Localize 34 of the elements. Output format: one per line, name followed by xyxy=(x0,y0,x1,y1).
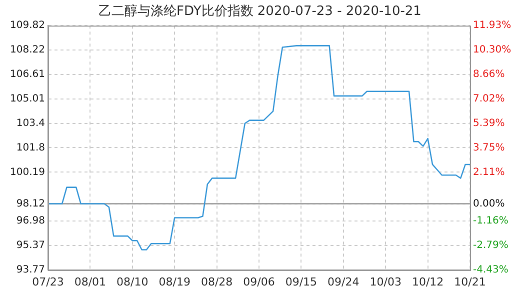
x-tick-label: 07/23 xyxy=(32,275,64,288)
y-tick-label: 108.22 xyxy=(10,44,45,56)
x-tick-label: 08/28 xyxy=(200,275,233,288)
y-tick-label: 106.61 xyxy=(10,69,45,80)
y-tick-label: 95.37 xyxy=(16,240,45,252)
y-tick-label: 100.19 xyxy=(10,166,45,178)
y2-tick-label: 11.93% xyxy=(473,20,512,32)
x-tick-label: 09/15 xyxy=(285,275,318,288)
y-tick-label: 109.82 xyxy=(10,20,45,32)
y2-tick-label: -1.16% xyxy=(473,216,508,227)
y2-tick-label: 10.30% xyxy=(473,44,512,56)
x-tick-label: 08/01 xyxy=(74,275,106,288)
y2-tick-label: 5.39% xyxy=(473,118,505,129)
y2-tick-label: 8.66% xyxy=(473,69,505,80)
x-tick-label: 10/03 xyxy=(370,275,402,288)
y-tick-label: 96.98 xyxy=(16,216,45,227)
y-tick-label: 98.12 xyxy=(16,198,45,210)
x-tick-label: 10/12 xyxy=(412,275,444,288)
x-tick-label: 10/21 xyxy=(454,275,486,288)
x-tick-label: 08/19 xyxy=(158,275,190,288)
y2-tick-label: 7.02% xyxy=(473,94,505,105)
y-tick-label: 101.8 xyxy=(16,142,45,154)
chart-title: 乙二醇与涤纶FDY比价指数 2020-07-23 - 2020-10-21 xyxy=(98,4,422,20)
y2-tick-label: -4.43% xyxy=(473,264,508,276)
y2-tick-label: -2.79% xyxy=(473,240,508,252)
y-tick-label: 105.01 xyxy=(10,93,45,104)
y2-tick-label: 3.75% xyxy=(473,142,505,154)
y2-tick-label: 2.11% xyxy=(473,166,505,178)
y2-tick-label: 0.00% xyxy=(473,198,505,210)
x-tick-label: 09/06 xyxy=(243,275,275,288)
x-tick-label: 08/10 xyxy=(116,275,148,288)
x-tick-label: 09/24 xyxy=(328,275,360,288)
y-tick-label: 93.77 xyxy=(16,264,45,276)
y-tick-label: 103.4 xyxy=(16,118,45,129)
